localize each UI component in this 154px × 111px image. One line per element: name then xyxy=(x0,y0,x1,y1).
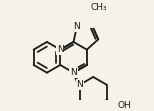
Text: N: N xyxy=(70,68,77,77)
Text: N: N xyxy=(77,80,83,89)
Text: N: N xyxy=(57,45,64,54)
Text: OH: OH xyxy=(118,101,131,110)
Text: CH₃: CH₃ xyxy=(91,3,107,12)
Text: N: N xyxy=(73,22,80,31)
